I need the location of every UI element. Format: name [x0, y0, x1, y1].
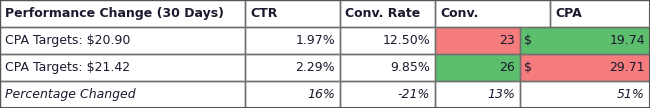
Bar — [435, 81, 520, 108]
Bar — [245, 54, 340, 81]
Bar — [245, 0, 340, 27]
Bar — [550, 0, 650, 27]
Text: 19.74: 19.74 — [610, 34, 645, 47]
Bar — [520, 27, 650, 54]
Text: $: $ — [524, 34, 532, 47]
Bar — [550, 27, 650, 54]
Text: Percentage Changed: Percentage Changed — [5, 88, 136, 101]
Text: Conv. Rate: Conv. Rate — [345, 7, 421, 20]
Bar — [435, 81, 520, 108]
Text: -21%: -21% — [398, 88, 430, 101]
Bar — [520, 81, 650, 108]
Bar — [340, 54, 435, 81]
Bar — [520, 27, 550, 54]
Bar — [435, 27, 520, 54]
Bar — [435, 54, 520, 81]
Text: 26: 26 — [499, 61, 515, 74]
Text: $: $ — [524, 61, 532, 74]
Text: Conv.: Conv. — [440, 7, 478, 20]
Bar — [0, 27, 245, 54]
Text: 12.50%: 12.50% — [382, 34, 430, 47]
Text: 2.29%: 2.29% — [295, 61, 335, 74]
Text: 9.85%: 9.85% — [390, 61, 430, 74]
Bar — [340, 27, 435, 54]
Bar — [0, 0, 245, 27]
Bar — [520, 54, 550, 81]
Bar — [550, 0, 650, 27]
Bar — [340, 81, 435, 108]
Text: CPA Targets: $20.90: CPA Targets: $20.90 — [5, 34, 131, 47]
Text: 16%: 16% — [307, 88, 335, 101]
Bar — [245, 27, 340, 54]
Bar — [0, 81, 245, 108]
Bar — [245, 54, 340, 81]
Bar — [340, 0, 435, 27]
Bar — [245, 81, 340, 108]
Bar — [0, 27, 245, 54]
Text: CPA: CPA — [555, 7, 582, 20]
Text: Performance Change (30 Days): Performance Change (30 Days) — [5, 7, 224, 20]
Bar — [0, 0, 245, 27]
Bar — [435, 0, 550, 27]
Bar — [0, 54, 245, 81]
Bar — [520, 81, 650, 108]
Text: 1.97%: 1.97% — [295, 34, 335, 47]
Bar — [435, 54, 520, 81]
Bar — [550, 54, 650, 81]
Bar — [340, 81, 435, 108]
Text: 13%: 13% — [487, 88, 515, 101]
Bar — [340, 27, 435, 54]
Bar — [435, 27, 520, 54]
Text: 23: 23 — [499, 34, 515, 47]
Bar — [520, 54, 650, 81]
Bar — [340, 0, 435, 27]
Text: CTR: CTR — [250, 7, 278, 20]
Bar — [245, 27, 340, 54]
Text: CPA Targets: $21.42: CPA Targets: $21.42 — [5, 61, 130, 74]
Bar — [0, 81, 245, 108]
Bar — [245, 81, 340, 108]
Bar — [340, 54, 435, 81]
Text: 51%: 51% — [617, 88, 645, 101]
Bar — [0, 54, 245, 81]
Text: 29.71: 29.71 — [610, 61, 645, 74]
Bar — [245, 0, 340, 27]
Bar — [435, 0, 550, 27]
